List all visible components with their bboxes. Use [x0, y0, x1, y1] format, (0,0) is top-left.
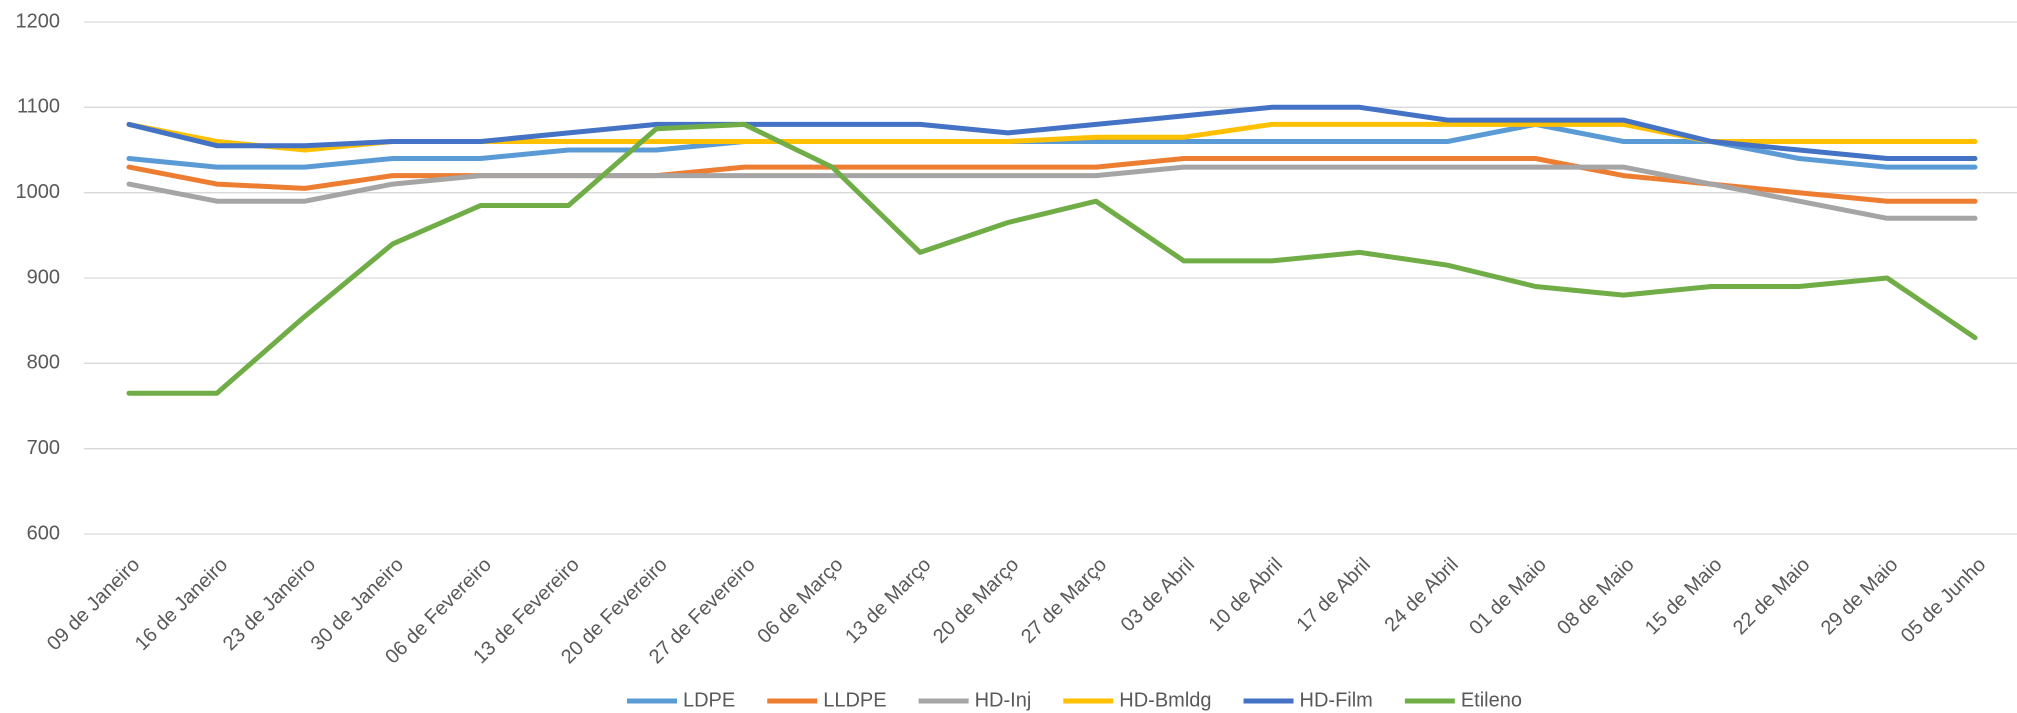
legend-label: LLDPE [823, 689, 886, 711]
x-tick-label: 13 de Março [841, 554, 935, 648]
series-line [126, 156, 1978, 204]
x-tick-label: 16 de Janeiro [131, 554, 232, 655]
x-tick-label: 06 de Março [753, 554, 847, 648]
x-tick-label: 10 de Abril [1205, 554, 1287, 636]
x-tick-label: 09 de Janeiro [43, 554, 144, 655]
x-tick-label: 29 de Maio [1817, 554, 1903, 640]
y-tick-label: 800 [27, 352, 60, 374]
series-line [126, 121, 1978, 396]
x-tick-label: 20 de Março [929, 554, 1023, 648]
y-tick-label: 600 [27, 522, 60, 544]
y-tick-label: 700 [27, 437, 60, 459]
series-line [126, 104, 1978, 161]
x-tick-label: 17 de Abril [1293, 554, 1375, 636]
x-tick-label: 23 de Janeiro [219, 554, 320, 655]
legend-label: HD-Film [1300, 689, 1373, 711]
x-tick-label: 01 de Maio [1465, 554, 1551, 640]
y-tick-label: 900 [27, 266, 60, 288]
x-tick-label: 24 de Abril [1380, 554, 1462, 636]
y-tick-label: 1100 [17, 96, 60, 118]
legend-label: LDPE [683, 689, 735, 711]
y-tick-label: 1000 [16, 181, 61, 203]
x-tick-label: 08 de Maio [1553, 554, 1639, 640]
x-tick-label: 05 de Junho [1897, 554, 1990, 647]
legend-label: HD-Inj [975, 689, 1032, 711]
y-tick-label: 1200 [16, 10, 61, 32]
x-tick-label: 22 de Maio [1729, 554, 1815, 640]
legend-label: HD-Bmldg [1119, 689, 1211, 711]
series-line [126, 164, 1978, 221]
x-tick-label: 15 de Maio [1641, 554, 1727, 640]
legend-label: Etileno [1461, 689, 1522, 711]
x-tick-label: 30 de Janeiro [307, 554, 408, 655]
x-tick-label: 03 de Abril [1117, 554, 1199, 636]
x-tick-label: 27 de Março [1017, 554, 1111, 648]
